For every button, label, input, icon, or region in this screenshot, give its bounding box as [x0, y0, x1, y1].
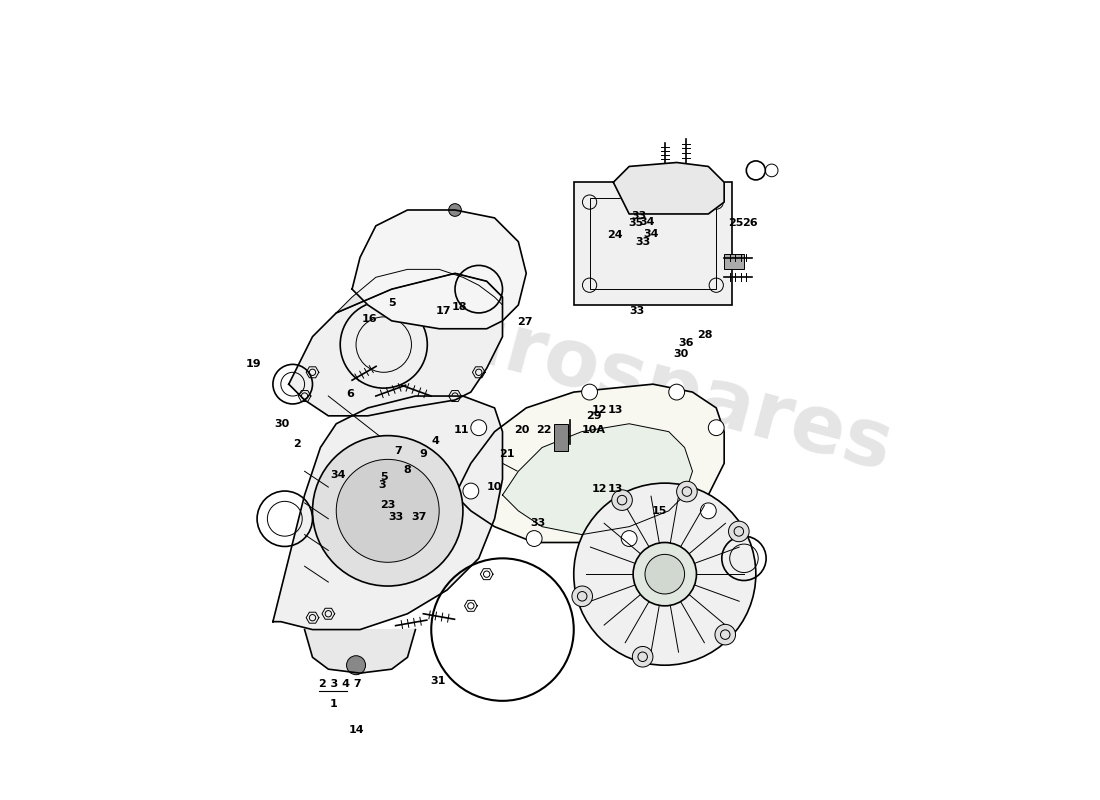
- Text: 37: 37: [411, 512, 427, 522]
- Text: 34: 34: [639, 217, 654, 227]
- Bar: [554, 424, 569, 451]
- Text: 10: 10: [487, 482, 503, 492]
- Text: 24: 24: [607, 230, 623, 240]
- Polygon shape: [273, 396, 503, 630]
- Circle shape: [632, 646, 653, 667]
- Text: 2: 2: [293, 438, 300, 449]
- Text: 12: 12: [592, 484, 607, 494]
- Circle shape: [645, 554, 684, 594]
- Text: eurospares: eurospares: [388, 281, 901, 488]
- Text: 15: 15: [651, 506, 667, 516]
- Polygon shape: [503, 424, 693, 534]
- Text: 14: 14: [349, 725, 364, 735]
- Polygon shape: [305, 630, 416, 673]
- Text: 28: 28: [696, 330, 712, 340]
- Text: 26: 26: [742, 218, 758, 229]
- Text: 1: 1: [329, 699, 337, 710]
- Polygon shape: [614, 162, 724, 214]
- Text: 34: 34: [330, 470, 345, 480]
- Circle shape: [572, 586, 593, 606]
- Text: 20: 20: [515, 425, 530, 435]
- Text: 8: 8: [404, 465, 411, 474]
- Circle shape: [582, 384, 597, 400]
- Text: 23: 23: [379, 499, 395, 510]
- Polygon shape: [337, 270, 503, 313]
- Text: 3: 3: [378, 480, 386, 490]
- Text: 33: 33: [388, 512, 404, 522]
- Bar: [574, 182, 733, 305]
- Text: a passion for porsche since 1985: a passion for porsche since 1985: [392, 444, 708, 546]
- Text: 2 3 4 7: 2 3 4 7: [319, 679, 362, 689]
- Circle shape: [346, 656, 365, 674]
- Circle shape: [715, 624, 736, 645]
- Circle shape: [526, 530, 542, 546]
- Text: 25: 25: [728, 218, 744, 229]
- Circle shape: [574, 483, 756, 666]
- Text: 36: 36: [679, 338, 694, 348]
- Text: 12: 12: [592, 406, 607, 415]
- Circle shape: [337, 459, 439, 562]
- Circle shape: [612, 490, 632, 510]
- Text: 18: 18: [451, 302, 466, 311]
- Text: 17: 17: [436, 306, 451, 315]
- Polygon shape: [352, 210, 526, 329]
- Polygon shape: [289, 274, 503, 416]
- Text: 13: 13: [607, 406, 623, 415]
- Text: 9: 9: [419, 449, 427, 459]
- Bar: [590, 198, 716, 289]
- Text: 34: 34: [644, 229, 659, 238]
- Text: 27: 27: [517, 318, 532, 327]
- Text: 5: 5: [379, 472, 387, 482]
- Text: 30: 30: [275, 418, 290, 429]
- Text: 33: 33: [530, 518, 546, 528]
- Bar: [724, 254, 744, 270]
- Polygon shape: [455, 384, 724, 542]
- Text: 16: 16: [362, 314, 377, 324]
- Text: 5: 5: [388, 298, 396, 309]
- Circle shape: [449, 204, 461, 216]
- Text: 33: 33: [631, 211, 647, 222]
- Text: 7: 7: [394, 446, 402, 457]
- Text: 19: 19: [245, 359, 261, 370]
- Text: 35: 35: [628, 218, 643, 229]
- Text: 29: 29: [585, 411, 602, 421]
- Text: 33: 33: [629, 306, 645, 315]
- Text: 30: 30: [673, 349, 689, 359]
- Circle shape: [312, 436, 463, 586]
- Text: 4: 4: [431, 436, 439, 446]
- Circle shape: [634, 542, 696, 606]
- Text: 21: 21: [498, 449, 514, 459]
- Circle shape: [669, 384, 684, 400]
- Circle shape: [708, 420, 724, 436]
- Circle shape: [676, 482, 697, 502]
- Text: 13: 13: [607, 484, 623, 494]
- Circle shape: [463, 483, 478, 499]
- Circle shape: [701, 503, 716, 518]
- Circle shape: [621, 530, 637, 546]
- Text: 10A: 10A: [582, 425, 605, 435]
- Text: 6: 6: [346, 390, 354, 399]
- Circle shape: [471, 420, 486, 436]
- Text: 11: 11: [453, 425, 469, 435]
- Text: 33: 33: [636, 237, 651, 246]
- Text: 31: 31: [430, 676, 446, 686]
- Circle shape: [728, 521, 749, 542]
- Text: 22: 22: [536, 425, 551, 435]
